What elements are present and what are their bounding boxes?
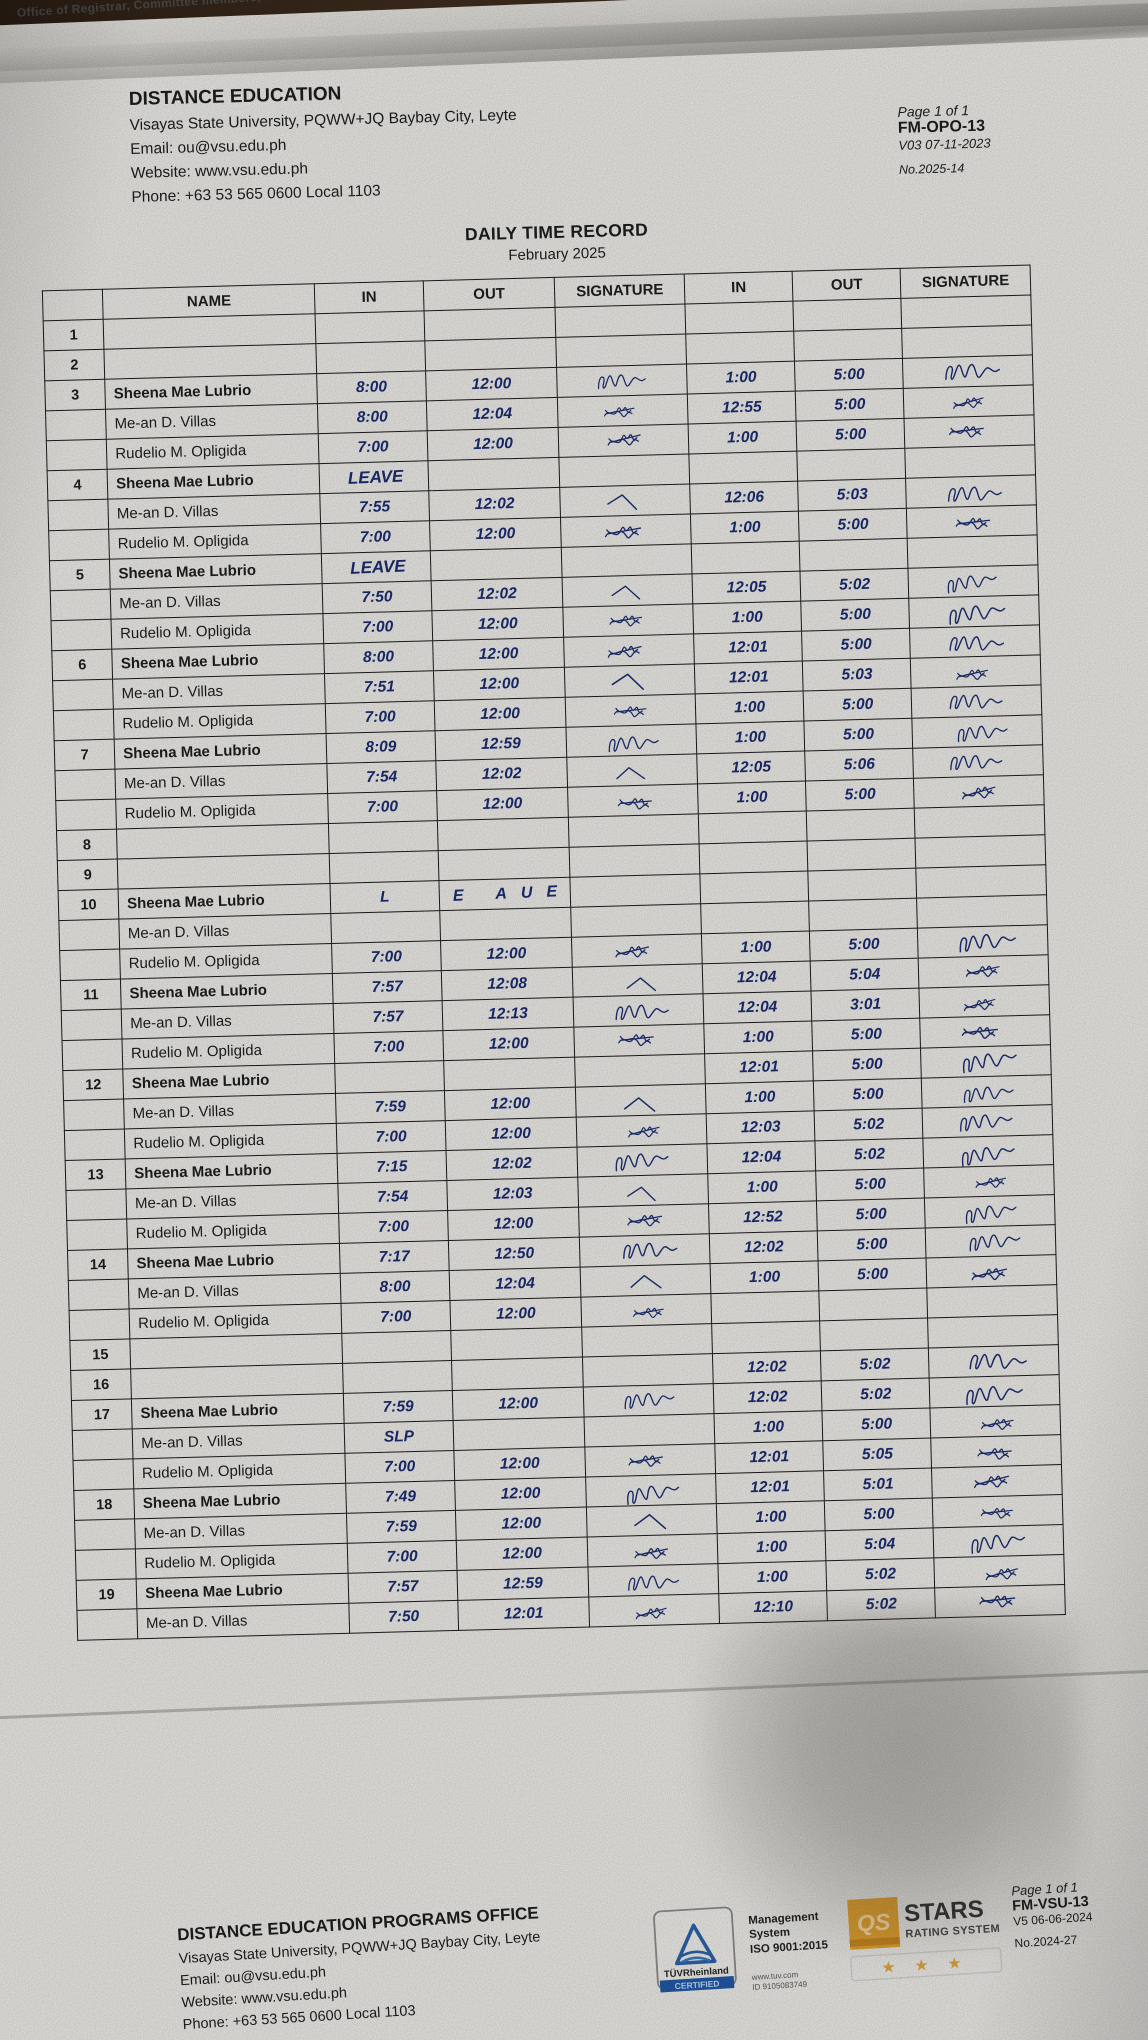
svg-text:★: ★	[914, 1957, 929, 1975]
svg-text:ID 9105083749: ID 9105083749	[752, 1980, 808, 1992]
svg-text:STARS: STARS	[903, 1896, 984, 1928]
svg-text:Management: Management	[748, 1911, 819, 1927]
svg-text:★: ★	[881, 1959, 896, 1977]
svg-text:★: ★	[947, 1955, 962, 1973]
svg-text:System: System	[749, 1927, 791, 1941]
svg-text:ISO 9001:2015: ISO 9001:2015	[750, 1939, 829, 1956]
svg-text:QS: QS	[856, 1908, 891, 1936]
